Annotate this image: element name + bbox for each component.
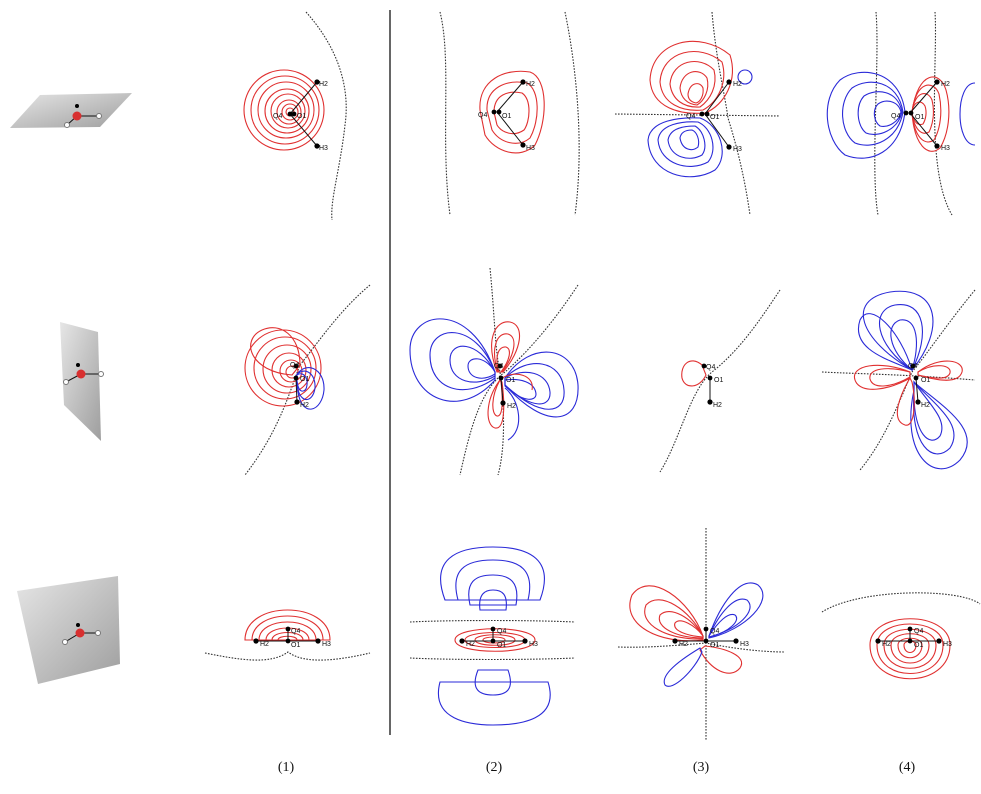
hydrogen-atom-icon <box>64 122 70 128</box>
atom-label: Q4 <box>706 364 715 371</box>
orientation-thumbnail-row1 <box>10 93 132 128</box>
atom-label: O1 <box>297 113 306 120</box>
atom-label: O1 <box>714 377 723 384</box>
atom-label: O1 <box>497 642 506 649</box>
contour-panel-r1-c2: H2 Q4 O1 H3 <box>439 11 580 216</box>
orientation-thumbnail-row3 <box>17 576 120 684</box>
atom-label: H3 <box>941 145 950 152</box>
atom-label: H2 <box>941 81 950 88</box>
contour-panel-r1-c1: H2 Q4 O1 H3 <box>243 11 347 221</box>
atom-label: H2 <box>679 641 688 648</box>
atom-label: H2 <box>526 81 535 88</box>
atom-label: O1 <box>291 642 300 649</box>
atom-label: H3 <box>740 641 749 648</box>
column-label-4: (4) <box>899 760 916 775</box>
contour-panel-r2-c1: Q4 O1 H2 <box>244 284 371 476</box>
atom-label: Q4 <box>908 363 917 370</box>
atom-label: H2 <box>319 81 328 88</box>
contour-panel-r3-c4: Q4 H2 O1 H3 <box>821 592 981 680</box>
atom-label: Q4 <box>273 113 282 120</box>
atom-label: H2 <box>260 641 269 648</box>
column-label-2: (2) <box>486 760 503 775</box>
atom-label: Q4 <box>891 113 900 120</box>
atom-label: O1 <box>300 376 309 383</box>
atom-label: Q4 <box>710 628 719 635</box>
atom-label: H2 <box>300 402 309 409</box>
atom-label: O1 <box>921 377 930 384</box>
contour-panel-r3-c2: Q4 H2 O1 H3 <box>409 546 576 726</box>
atom-label: O1 <box>915 114 924 121</box>
orientation-thumbnail-row2 <box>60 322 104 441</box>
atom-label: O1 <box>710 114 719 121</box>
atom-label: H3 <box>526 145 535 152</box>
column-label-1: (1) <box>278 760 295 775</box>
atom-label: H3 <box>322 641 331 648</box>
atom-label: H3 <box>529 641 538 648</box>
atom-label: H3 <box>733 146 742 153</box>
atom-label: Q4 <box>290 362 299 369</box>
contour-panel-r1-c3: H2 Q4 O1 H3 <box>614 11 781 216</box>
atom-label: H2 <box>466 641 475 648</box>
atom-label: O1 <box>914 642 923 649</box>
atom-label: Q4 <box>914 628 923 635</box>
column-label-3: (3) <box>693 760 710 775</box>
atom-label: H2 <box>921 402 930 409</box>
contour-panel-r3-c1: Q4 H2 O1 H3 <box>204 609 371 661</box>
atom-label: Q4 <box>478 112 487 119</box>
atom-label: O1 <box>502 113 511 120</box>
contour-panel-r1-c4: H2 Q4 O1 H3 <box>826 11 976 216</box>
oxygen-atom-icon <box>72 111 82 121</box>
atom-label: H2 <box>733 81 742 88</box>
contour-panel-r2-c4: Q4 O1 H2 <box>821 289 976 471</box>
contour-panel-r2-c3: Q4 O1 H2 <box>659 289 781 473</box>
atom-label: Q4 <box>686 113 695 120</box>
atom-label: O1 <box>506 377 515 384</box>
atom-label: O1 <box>710 642 719 649</box>
contour-panel-r2-c2: Q4 O1 H2 <box>409 267 579 476</box>
atom-label: Q4 <box>494 363 503 370</box>
atom-label: H3 <box>943 641 952 648</box>
atom-label: H3 <box>319 145 328 152</box>
atom-label: Q4 <box>497 628 506 635</box>
atom-label: H2 <box>713 402 722 409</box>
atom-label: H2 <box>507 403 516 410</box>
contour-panel-r3-c3: Q4 H2 O1 H3 <box>617 528 786 740</box>
atom-label: Q4 <box>291 628 300 635</box>
atom-label: H2 <box>882 641 891 648</box>
